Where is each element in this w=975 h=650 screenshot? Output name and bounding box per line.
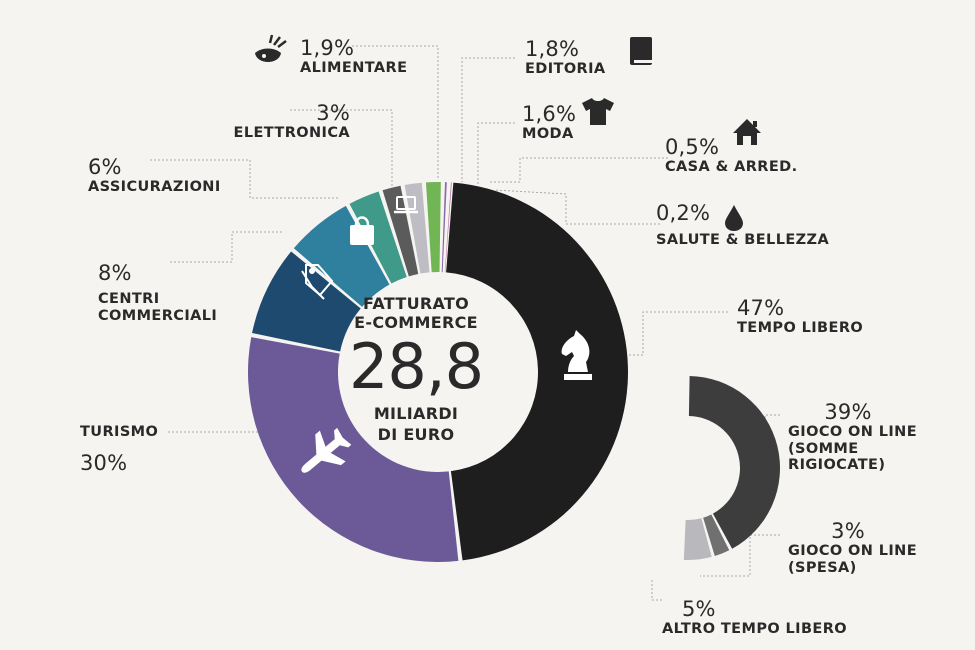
label-alimentare-name: ALIMENTARE [300,60,408,77]
label-elettronica-pct: 3% [316,101,350,125]
label-centri-name2: COMMERCIALI [98,307,218,324]
tshirt-icon [582,98,614,125]
center-total-value: 28,8 [348,330,484,403]
leader-lines [150,45,780,601]
center-unit: MILIARDI DI EURO [336,404,496,446]
label-altro-pct: 5% [682,597,716,621]
label-gioco-rig-name2: (SOMME [788,440,859,457]
leader-elettronica [290,109,393,186]
slice-gioco-on-line-spesa [703,514,730,557]
label-assicurazioni-pct: 6% [88,155,122,179]
label-casa: 0,5% CASA & ARRED. [665,135,797,176]
label-editoria-name: EDITORIA [525,61,606,78]
slice-gioco-on-line-somme-rigiocate [688,376,781,549]
label-centri-pct: 8% [98,261,132,285]
leader-alimentare [352,45,439,180]
label-salute-pct: 0,2% [656,201,711,225]
label-altro: 5% ALTRO TEMPO LIBERO [662,597,847,638]
label-tempo-libero-name: TEMPO LIBERO [737,320,864,337]
tag-icon [301,264,334,300]
label-gioco-spesa-name2: (SPESA) [788,559,857,576]
slice-salute-bellezza [444,182,452,273]
tempo-libero-breakdown [683,376,781,561]
slice-casa-arred [441,182,447,273]
slice-tempo-libero [446,182,628,561]
slice-elettronica [349,191,407,284]
label-casa-pct: 0,5% [665,135,720,159]
label-moda: 1,6% MODA [522,102,576,143]
book-icon [630,37,652,65]
slice-alimentare [382,185,419,277]
label-elettronica-name: ELETTRONICA [233,125,350,142]
label-gioco-spesa-name1: GIOCO ON LINE [788,543,918,560]
leader-salute [493,189,660,225]
house-icon [733,119,761,145]
slice-moda [425,182,441,273]
label-gioco-rig-name3: RIGIOCATE) [788,457,886,474]
label-editoria: 1,8% EDITORIA [525,37,606,78]
label-tempo-libero-pct: 47% [737,296,785,320]
label-gioco-spesa-pct: 3% [831,519,865,543]
label-moda-name: MODA [522,126,574,143]
leader-altro [651,580,662,601]
leader-tempo-libero [628,311,728,356]
label-assicurazioni-name: ASSICURAZIONI [88,179,221,196]
leader-assicurazioni [150,159,340,199]
leader-editoria [461,57,515,182]
label-alimentare-pct: 1,9% [300,36,355,60]
label-centri: 8% CENTRI COMMERCIALI [98,261,217,324]
label-elettronica: 3% ELETTRONICA [200,101,350,142]
slice-centri-commerciali [252,251,361,352]
label-gioco-rig: 39% GIOCO ON LINE (SOMME RIGIOCATE) [788,400,918,474]
leader-centri [170,231,282,263]
center-line1: FATTURATO [362,294,470,313]
label-turismo-pct: 30% [80,450,128,475]
slice-assicurazioni [293,205,390,307]
label-altro-name: ALTRO TEMPO LIBERO [662,621,848,638]
center-line3: MILIARDI [373,404,459,423]
label-centri-name1: CENTRI [98,291,160,308]
center-title: FATTURATO E-COMMERCE [336,294,496,332]
leader-gioco-spesa [700,534,780,577]
leader-casa [488,157,668,183]
label-assicurazioni: 6% ASSICURAZIONI [88,155,221,196]
food-icon [255,34,287,62]
label-casa-name: CASA & ARRED. [665,159,798,176]
label-gioco-rig-pct: 39% [824,400,872,424]
label-moda-pct: 1,6% [522,102,577,126]
label-salute: 0,2% SALUTE & BELLEZZA [656,201,829,249]
label-gioco-spesa: 3% GIOCO ON LINE (SPESA) [788,519,918,576]
leader-moda [477,122,515,184]
slice-altro-tempo-libero [683,518,712,561]
label-gioco-rig-name1: GIOCO ON LINE [788,424,918,441]
shopping-bag-icon [350,216,374,245]
label-turismo-name: TURISMO [80,424,159,440]
center-line2: E-COMMERCE [354,313,478,333]
label-editoria-pct: 1,8% [525,37,580,61]
chess-knight-icon [561,330,592,380]
label-turismo: TURISMO 30% [80,424,158,475]
label-alimentare: 1,9% ALIMENTARE [300,36,407,77]
slice-editoria [404,182,430,274]
center-line4: DI EURO [377,424,455,444]
airplane-icon [301,427,352,473]
label-tempo-libero: 47% TEMPO LIBERO [737,296,863,337]
label-salute-name: SALUTE & BELLEZZA [656,232,830,249]
laptop-icon [394,196,418,214]
drop-icon [725,205,743,231]
main-donut [248,182,628,562]
slice-turismo [248,337,459,562]
